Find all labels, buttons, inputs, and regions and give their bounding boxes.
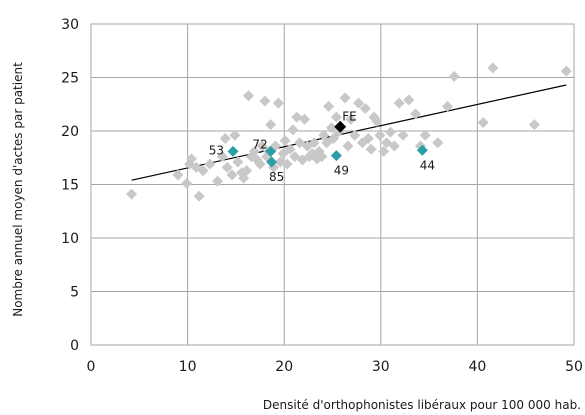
national-point-label: FE <box>342 110 356 124</box>
y-axis-label: Nombre annuel moyen d'actes par patient <box>11 62 25 317</box>
x-tick-label: 50 <box>565 359 583 375</box>
data-point <box>419 129 431 141</box>
data-point <box>393 97 405 109</box>
highlighted-point <box>265 145 277 157</box>
data-point <box>342 140 354 152</box>
data-point <box>528 119 540 131</box>
data-point <box>316 151 328 163</box>
data-point <box>284 143 296 155</box>
data-point <box>378 145 390 157</box>
data-point <box>560 65 572 77</box>
data-point <box>216 151 228 163</box>
data-point <box>221 161 233 173</box>
y-tick-label: 25 <box>61 71 79 87</box>
national-point-marker <box>334 120 347 133</box>
data-point <box>298 113 310 125</box>
data-point <box>259 95 271 107</box>
point-label: 72 <box>252 137 267 151</box>
data-point <box>349 129 361 141</box>
national-point: FE <box>334 110 357 133</box>
data-point <box>410 108 422 120</box>
data-point <box>229 129 241 141</box>
data-point <box>374 129 386 141</box>
highlighted-point <box>227 145 239 157</box>
data-point <box>345 113 357 125</box>
y-tick-label: 10 <box>61 231 79 247</box>
x-axis-ticks: 0 10 20 30 40 50 <box>87 359 583 375</box>
data-point <box>204 158 216 170</box>
point-label: 85 <box>269 170 284 184</box>
data-point <box>277 147 289 159</box>
point-label: 53 <box>209 143 224 157</box>
data-point <box>359 103 371 115</box>
data-point <box>212 175 224 187</box>
data-point <box>353 97 365 109</box>
data-point <box>487 62 499 74</box>
highlighted-points: 53 72 85 49 44 <box>209 137 435 184</box>
y-tick-label: 0 <box>70 338 79 354</box>
data-point <box>197 165 209 177</box>
data-point <box>397 129 409 141</box>
data-point <box>248 145 260 157</box>
data-point <box>291 111 303 123</box>
y-tick-label: 15 <box>61 178 79 194</box>
data-point <box>232 156 244 168</box>
data-points <box>126 62 572 202</box>
data-point <box>181 177 193 189</box>
data-point <box>308 137 320 149</box>
data-point <box>185 153 197 165</box>
x-tick-label: 30 <box>372 359 390 375</box>
data-point <box>242 90 254 102</box>
highlighted-point <box>416 144 428 156</box>
data-point <box>362 132 374 144</box>
data-point <box>384 126 396 138</box>
data-point <box>477 116 489 128</box>
data-point <box>126 188 138 200</box>
point-label: 49 <box>334 164 349 178</box>
highlighted-point <box>330 150 342 162</box>
y-tick-label: 20 <box>61 124 79 140</box>
data-point <box>388 140 400 152</box>
data-point <box>365 143 377 155</box>
y-tick-label: 30 <box>61 17 79 33</box>
y-axis-ticks: 0 5 10 15 20 25 30 <box>61 17 79 354</box>
data-point <box>321 137 333 149</box>
data-point <box>432 137 444 149</box>
data-point <box>371 115 383 127</box>
y-tick-label: 5 <box>70 285 79 301</box>
x-tick-label: 40 <box>468 359 486 375</box>
data-point <box>327 132 339 144</box>
x-tick-label: 20 <box>275 359 293 375</box>
plot-area-frame <box>90 23 575 346</box>
data-point <box>281 158 293 170</box>
data-point <box>403 94 415 106</box>
data-point <box>193 190 205 202</box>
data-point <box>265 119 277 131</box>
data-point <box>254 158 266 170</box>
data-point <box>441 100 453 112</box>
x-axis-label: Densité d'orthophonistes libéraux pour 1… <box>263 398 581 412</box>
data-point <box>448 70 460 82</box>
data-point <box>172 169 184 181</box>
data-point <box>287 124 299 136</box>
data-point <box>219 132 231 144</box>
data-point <box>256 140 268 152</box>
data-point <box>330 111 342 123</box>
data-point <box>326 122 338 134</box>
point-label: 44 <box>420 158 435 172</box>
data-point <box>226 169 238 181</box>
highlighted-point <box>266 156 278 168</box>
x-tick-label: 0 <box>87 359 96 375</box>
data-point <box>323 100 335 112</box>
data-point <box>339 92 351 104</box>
trend-line <box>131 84 567 181</box>
data-point <box>241 165 253 177</box>
grid-lines <box>90 23 575 346</box>
data-point <box>272 97 284 109</box>
x-tick-label: 10 <box>179 359 197 375</box>
data-point <box>279 135 291 147</box>
